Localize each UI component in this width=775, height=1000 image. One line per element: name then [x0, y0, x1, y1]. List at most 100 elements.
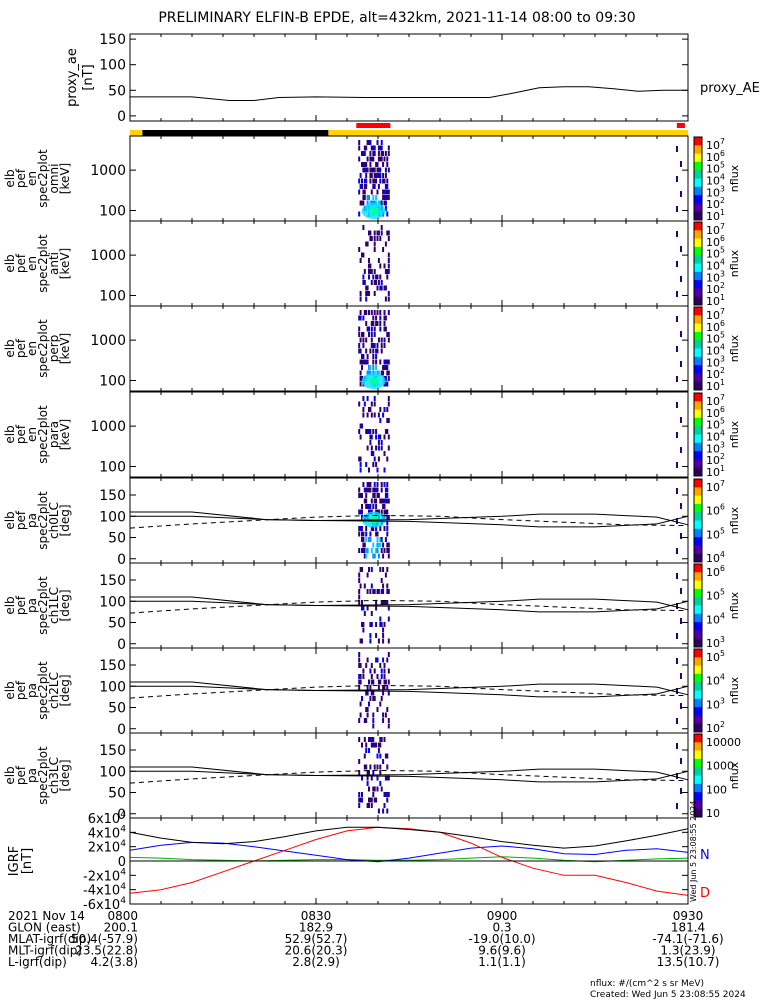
spectrogram-pixel — [358, 487, 361, 493]
spectrogram-pixel — [676, 432, 678, 438]
spectrogram-pixel — [680, 331, 682, 337]
spectrogram-pixel — [363, 280, 366, 285]
spectrogram-pixel — [373, 291, 376, 296]
spectrogram-pixel — [366, 326, 369, 332]
spectrogram-pixel — [377, 412, 380, 418]
spectrogram-pixel — [366, 167, 369, 173]
spectrogram-pixel — [386, 515, 389, 520]
y-axis-label: elb — [3, 425, 17, 443]
footer-cell: 182.9 — [299, 921, 333, 935]
spectrogram-pixel — [365, 162, 368, 167]
colorbar — [693, 733, 703, 818]
y-tick-label: 150 — [99, 573, 126, 589]
spectrogram-pixel — [358, 140, 361, 145]
spectrogram-pixel — [363, 195, 366, 200]
colorbar-segment — [694, 495, 702, 505]
spectrogram-pixel — [370, 548, 373, 553]
spectrogram-pixel — [384, 493, 387, 498]
spectrogram-pixel — [368, 679, 370, 685]
colorbar — [693, 478, 703, 563]
spectrogram-pixel — [383, 451, 386, 456]
spectrogram-pixel — [358, 572, 361, 578]
spectrogram-pixel — [372, 321, 375, 326]
spectrogram-pixel — [363, 178, 366, 184]
spectrogram-pixel — [383, 156, 386, 162]
spectrogram-pixel — [375, 162, 378, 167]
colorbar-tick-label: 102 — [706, 366, 725, 381]
spectrogram-pixel — [387, 498, 390, 504]
y-axis-label: elb — [3, 339, 17, 357]
spectrogram-pixel — [366, 657, 369, 663]
spectrogram-peak — [368, 207, 379, 215]
spectrogram-pixel — [375, 526, 378, 531]
colorbar-segment — [694, 715, 702, 725]
colorbar-segment — [694, 657, 702, 667]
y-axis-label: omni — [47, 164, 61, 194]
y-axis-label: pef — [14, 168, 28, 188]
spectrogram-pixel — [383, 434, 386, 440]
spectrogram-pixel — [366, 195, 369, 200]
y-tick-label: 6x104 — [88, 810, 127, 827]
spectrogram-pixel — [369, 440, 372, 445]
colorbar-segment — [694, 537, 702, 546]
spectrogram-pixel — [359, 370, 362, 376]
y-tick-label: -4x104 — [83, 882, 126, 899]
spectrogram-pixel — [369, 173, 372, 178]
spectrogram-pixel — [368, 797, 370, 803]
footer-cell: 13.5(10.7) — [657, 955, 720, 969]
spectrogram-pixel — [362, 548, 365, 553]
spectrogram-pixel — [372, 493, 375, 498]
spectrogram-pixel — [373, 151, 376, 156]
spectrogram-pixel — [358, 211, 361, 217]
colorbar-tick-label: 105 — [706, 331, 725, 346]
spectrogram-pixel — [365, 145, 368, 151]
spectrogram-pixel — [372, 145, 375, 151]
colorbar-tick-label: 1000 — [706, 760, 734, 773]
spectrogram-pixel — [372, 451, 375, 456]
spectrogram-pixel — [365, 173, 368, 178]
spectrogram-pixel — [366, 396, 369, 401]
colorbar-tick-label: 10000 — [706, 736, 741, 749]
y-axis-label: [keV] — [58, 333, 72, 364]
spectrogram-pixel — [383, 663, 386, 668]
colorbar-tick-label: 100 — [706, 783, 727, 796]
spectrogram-pixel — [387, 370, 390, 376]
spectrogram-pixel — [368, 429, 370, 434]
spectrogram-pixel — [372, 737, 375, 742]
colorbar-segment — [694, 750, 702, 760]
spectrogram-pixel — [365, 241, 368, 247]
colorbar-tick-label: 105 — [706, 526, 725, 541]
spectrogram-pixel — [375, 531, 378, 537]
spectrogram-pixel — [368, 487, 370, 493]
colorbar-segment — [694, 323, 702, 333]
spectrogram-pixel — [369, 633, 372, 638]
spectrogram-pixel — [386, 407, 389, 412]
spectrogram-pixel — [363, 189, 366, 195]
spectrogram-pixel — [362, 407, 365, 412]
colorbar-segment — [694, 767, 702, 776]
spectrogram-pixel — [358, 315, 361, 321]
spectrogram-pixel — [369, 178, 372, 184]
spectrogram-pixel — [359, 493, 362, 498]
colorbar-label: nflux — [728, 249, 741, 277]
y-tick-label: 0 — [117, 552, 126, 568]
spectrogram-pixel — [373, 797, 376, 803]
spectrogram-pixel — [369, 140, 372, 145]
spectrogram-pixel — [362, 225, 365, 230]
spectrogram-pixel — [376, 548, 379, 553]
spectrogram-pixel — [370, 343, 373, 348]
colorbar-segment — [694, 315, 702, 325]
spectrogram-pixel — [376, 274, 379, 280]
spectrogram-pixel — [362, 674, 365, 679]
spectrogram-pixel — [380, 200, 383, 206]
y-axis-label: pa — [25, 768, 39, 783]
spectrogram-pixel — [366, 412, 369, 418]
spectrogram-pixel — [365, 548, 368, 553]
anti-loss-cone-line — [130, 596, 689, 611]
spectrogram-pixel — [373, 332, 376, 337]
spectrogram-frame — [129, 647, 689, 734]
spectrogram-pixel — [383, 504, 386, 509]
anti-loss-cone-line — [130, 766, 689, 781]
spectrogram-pixel — [676, 573, 678, 579]
